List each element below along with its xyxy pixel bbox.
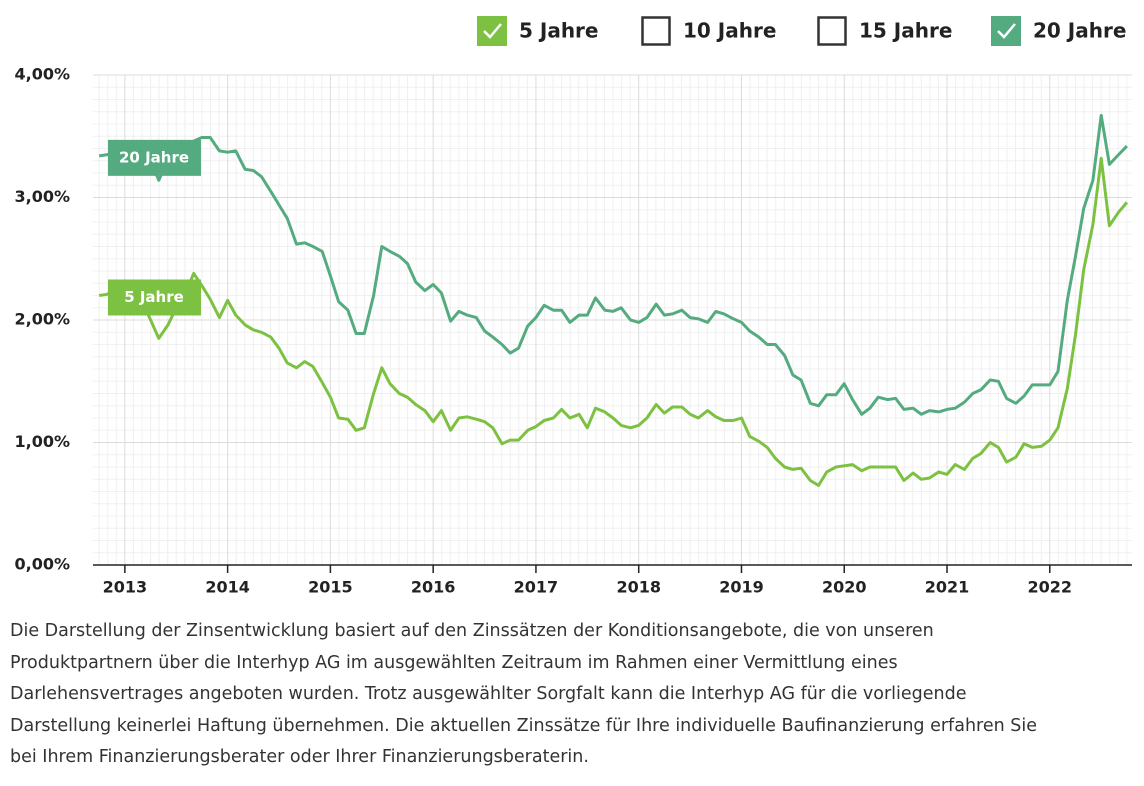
checkbox	[817, 16, 847, 46]
checkbox	[641, 16, 671, 46]
y-tick-label: 4,00%	[14, 65, 70, 84]
check-mark	[997, 23, 1016, 39]
checkbox	[477, 16, 507, 46]
footnote: Die Darstellung der Zinsentwicklung basi…	[10, 616, 1140, 774]
footnote-line: bei Ihrem Finanzierungsberater oder Ihre…	[10, 747, 589, 767]
legend-label: 5 Jahre	[519, 19, 598, 43]
legend-item[interactable]: 20 Jahre	[991, 16, 1126, 46]
series-line	[98, 113, 1128, 416]
series-tag	[108, 139, 201, 176]
x-tick-label: 2017	[514, 578, 559, 597]
x-tick-label: 2020	[822, 578, 867, 597]
x-tick-label: 2013	[103, 578, 148, 597]
x-tick-label: 2015	[308, 578, 353, 597]
series-tag-label: 5 Jahre	[124, 288, 184, 306]
legend-item[interactable]: 10 Jahre	[641, 16, 777, 46]
x-tick-label: 2019	[719, 578, 764, 597]
footnote-line: Darlehensvertrages angeboten wurden. Tro…	[10, 684, 967, 704]
legend-label: 15 Jahre	[859, 19, 952, 43]
checkbox	[991, 16, 1021, 46]
legend-item[interactable]: 15 Jahre	[817, 16, 953, 46]
x-tick-label: 2021	[925, 578, 970, 597]
legend-item[interactable]: 5 Jahre	[477, 16, 598, 46]
series-tag	[108, 279, 201, 316]
series-tag-label: 20 Jahre	[119, 148, 189, 166]
footnote-line: Die Darstellung der Zinsentwicklung basi…	[10, 621, 934, 641]
x-tick-label: 2018	[616, 578, 661, 597]
x-tick-label: 2016	[411, 578, 456, 597]
y-tick-label: 0,00%	[14, 555, 70, 574]
x-tick-label: 2014	[205, 578, 250, 597]
footnote-line: Produktpartnern über die Interhyp AG im …	[10, 652, 898, 673]
y-tick-label: 3,00%	[14, 187, 70, 206]
legend-label: 20 Jahre	[1033, 19, 1126, 43]
y-tick-label: 1,00%	[14, 432, 70, 451]
chart: 0,00% 1,00% 2,00% 3,00% 4,00% 2013 2014 2015 201…	[14, 16, 1132, 597]
y-tick-label: 2,00%	[14, 310, 70, 329]
series-line	[98, 156, 1129, 487]
x-tick-label: 2022	[1028, 578, 1073, 597]
check-mark	[483, 23, 502, 39]
legend-label: 10 Jahre	[683, 19, 776, 43]
footnote-line: Darstellung keinerlei Haftung übernehmen…	[10, 715, 1037, 736]
